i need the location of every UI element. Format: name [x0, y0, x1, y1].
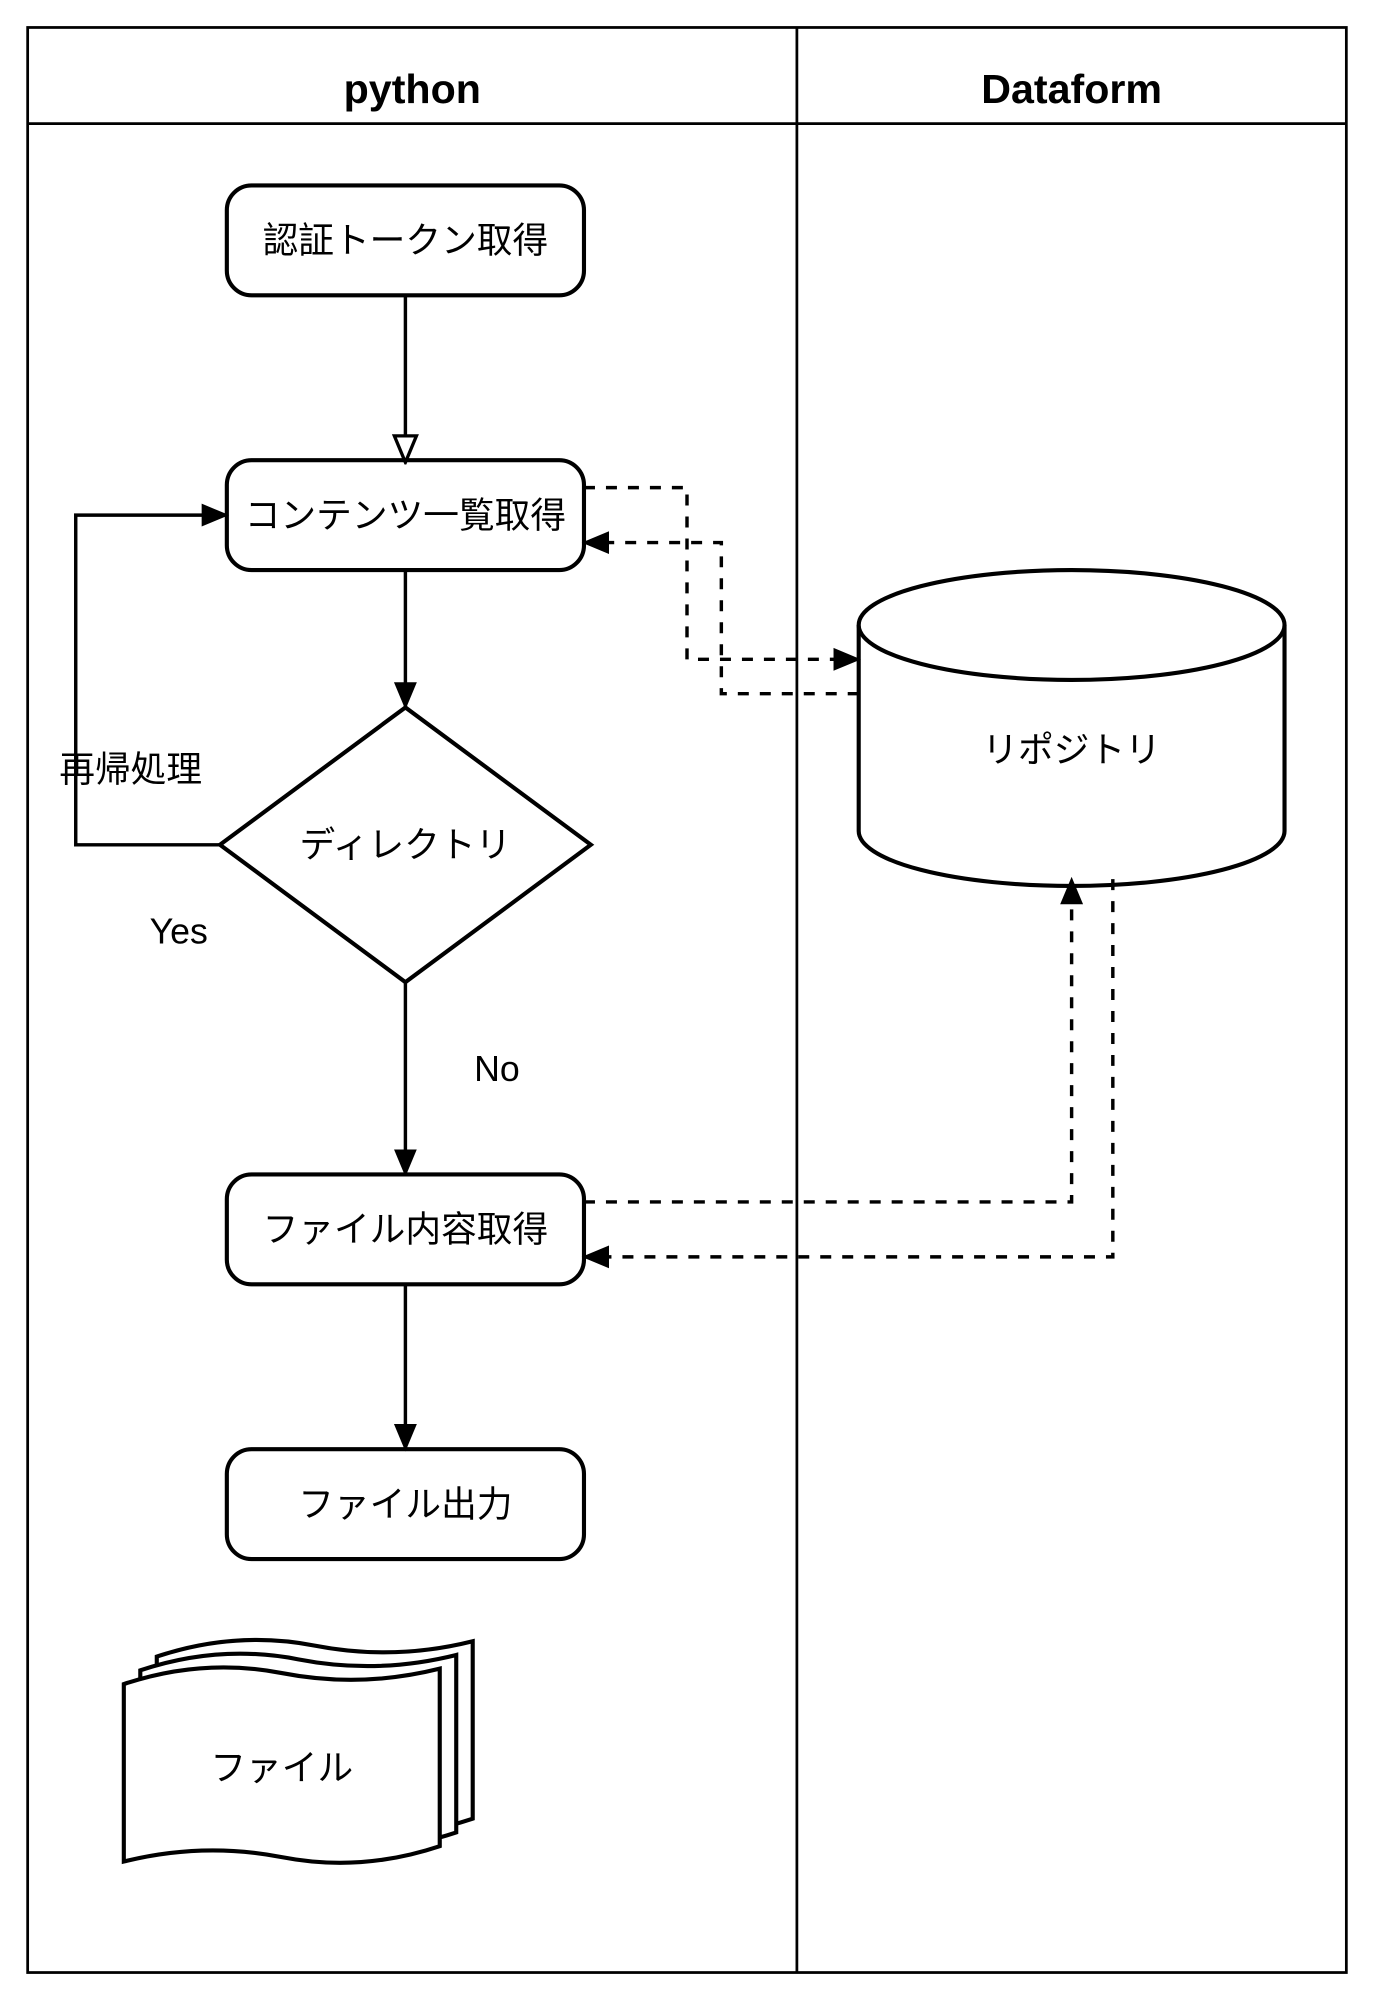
swimlane-header-dataform: Dataform	[981, 66, 1162, 112]
svg-text:コンテンツ一覧取得: コンテンツ一覧取得	[245, 495, 566, 535]
svg-text:ファイル出力: ファイル出力	[298, 1484, 512, 1524]
node-fileout: ファイル出力	[227, 1449, 584, 1559]
node-list: コンテンツ一覧取得	[227, 460, 584, 570]
edge-label: No	[474, 1049, 520, 1089]
svg-text:ディレクトリ: ディレクトリ	[300, 825, 512, 865]
svg-text:ファイル: ファイル	[210, 1748, 353, 1788]
svg-text:リポジトリ: リポジトリ	[982, 730, 1161, 770]
node-filedoc: ファイル	[124, 1640, 473, 1863]
swimlane-header-python: python	[344, 66, 481, 112]
svg-text:ファイル内容取得: ファイル内容取得	[263, 1210, 549, 1250]
node-fileget: ファイル内容取得	[227, 1174, 584, 1284]
svg-text:認証トークン取得: 認証トークン取得	[263, 221, 549, 261]
node-auth: 認証トークン取得	[227, 185, 584, 295]
node-repo: リポジトリ	[859, 570, 1285, 886]
edge-label: Yes	[150, 912, 208, 952]
edge-label: 再帰処理	[59, 749, 202, 789]
